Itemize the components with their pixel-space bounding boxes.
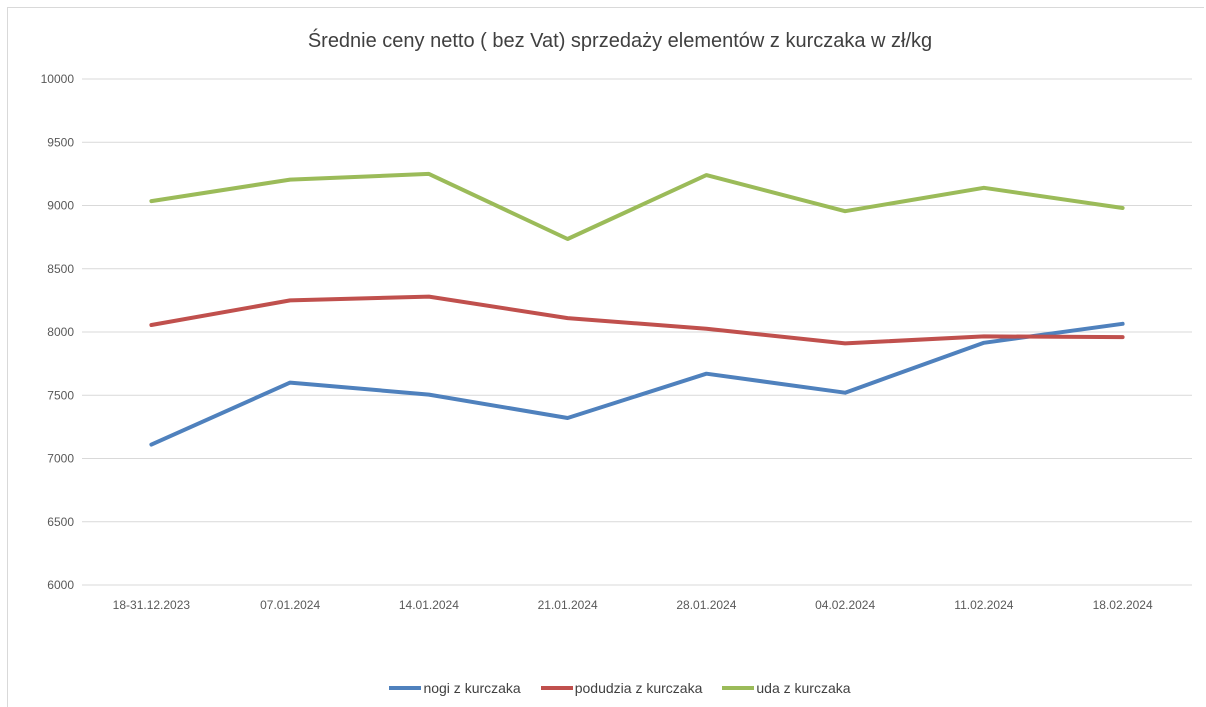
x-tick-label: 11.02.2024	[954, 598, 1013, 612]
x-tick-label: 04.02.2024	[815, 598, 875, 612]
series-line-3	[149, 171, 1125, 241]
chart-frame	[7, 7, 1204, 707]
x-tick-label: 21.01.2024	[538, 598, 598, 612]
x-tick-label: 28.01.2024	[676, 598, 736, 612]
series-line-1	[149, 321, 1125, 447]
x-tick-label: 18.02.2024	[1093, 598, 1153, 612]
legend-swatch	[389, 686, 422, 690]
legend-item: uda z kurczaka	[722, 680, 851, 696]
legend-label: uda z kurczaka	[756, 680, 851, 696]
y-tick-label: 10000	[41, 72, 75, 86]
y-tick-label: 7000	[47, 452, 74, 466]
legend-item: nogi z kurczaka	[389, 680, 521, 696]
legend-label: nogi z kurczaka	[423, 680, 521, 696]
chart-legend: nogi z kurczaka podudzia z kurczaka uda z …	[0, 680, 1206, 696]
y-tick-label: 9000	[47, 199, 74, 213]
y-tick-label: 6500	[47, 515, 74, 529]
legend-swatch	[540, 686, 573, 690]
y-tick-label: 6000	[47, 578, 74, 592]
legend-item: podudzia z kurczaka	[540, 680, 703, 696]
series-line-2	[149, 294, 1125, 346]
legend-label: podudzia z kurczaka	[574, 680, 703, 696]
x-tick-label: 14.01.2024	[399, 598, 459, 612]
legend-swatch	[722, 686, 755, 690]
y-tick-label: 9500	[47, 135, 74, 149]
x-tick-label: 18-31.12.2023	[113, 598, 191, 612]
y-tick-label: 7500	[47, 388, 74, 402]
x-tick-label: 07.01.2024	[260, 598, 320, 612]
chart-title: Średnie ceny netto ( bez Vat) sprzedaży …	[307, 30, 933, 52]
y-tick-label: 8500	[47, 262, 74, 276]
y-tick-label: 8000	[47, 325, 74, 339]
